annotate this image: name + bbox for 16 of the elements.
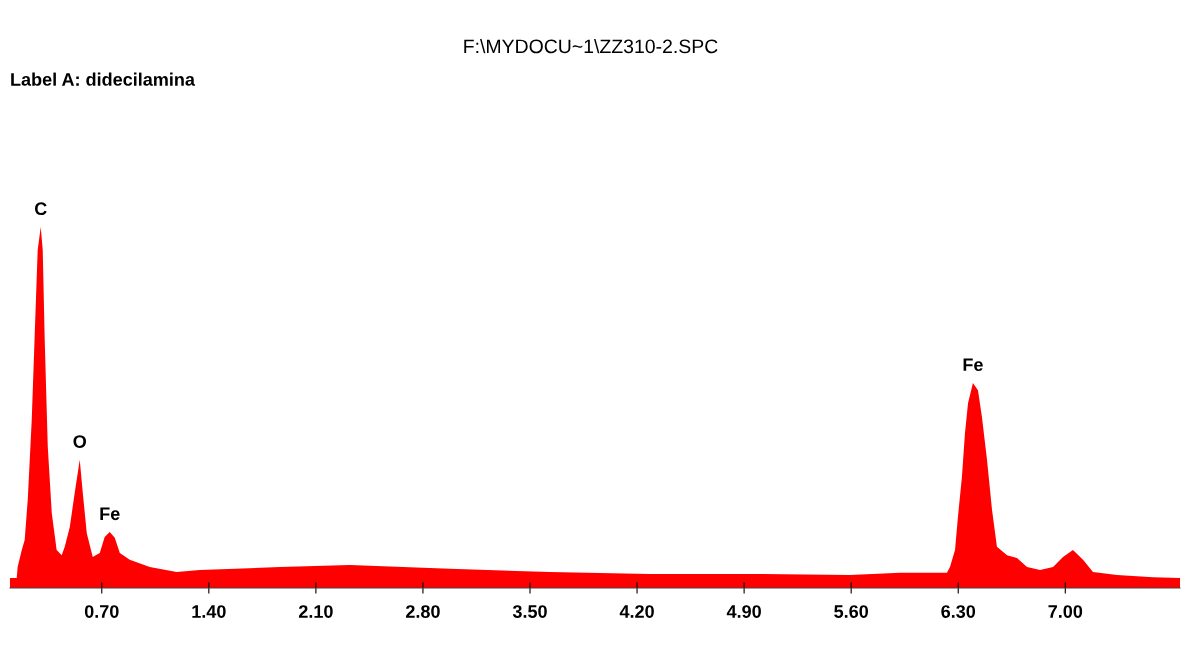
- annotation: O: [73, 435, 86, 448]
- annotation: Fe: [963, 358, 983, 372]
- chart-subtitle: Label A: didecilamina: [11, 72, 196, 86]
- annotation: Fe: [100, 507, 120, 521]
- x-tick-label: 7.00: [1048, 605, 1083, 618]
- chart-title: F:\MYDOCU~1\ZZ310-2.SPC: [464, 38, 718, 54]
- x-tick-label: 6.30: [941, 605, 976, 618]
- x-tick-label: 4.20: [619, 605, 654, 618]
- x-tick-label: 0.70: [84, 605, 119, 618]
- x-tick-label: 2.10: [298, 605, 333, 618]
- x-tick-label: 1.40: [192, 605, 226, 618]
- x-tick-label: 4.90: [726, 605, 761, 618]
- x-tick-label: 2.80: [406, 605, 440, 618]
- annotation: C: [34, 202, 47, 216]
- x-tick-label: 5.60: [834, 605, 869, 618]
- x-tick-label: 3.50: [512, 605, 547, 618]
